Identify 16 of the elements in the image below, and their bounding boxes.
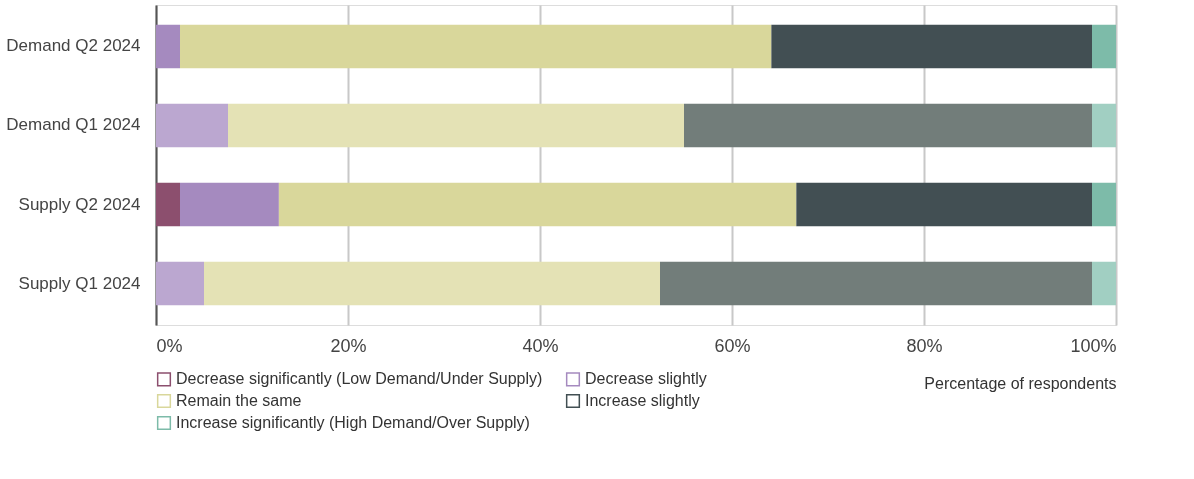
x-tick-label: 40% (522, 335, 559, 356)
y-tick-label: Demand Q2 2024 (6, 36, 141, 56)
legend-label: Increase slightly (585, 392, 700, 409)
y-tick-label: Demand Q1 2024 (6, 115, 141, 135)
y-tick-label: Supply Q1 2024 (18, 273, 141, 293)
x-tick-label: 60% (714, 335, 751, 356)
legend-label: Decrease slightly (585, 370, 707, 388)
legend-label: Increase significantly (High Demand/Over Supply) (176, 414, 530, 431)
x-tick-label: 20% (330, 335, 367, 356)
y-tick-label: Supply Q2 2024 (18, 194, 141, 214)
x-axis-title: Percentage of respondents (924, 374, 1117, 392)
x-tick-label: 0% (156, 335, 183, 356)
x-tick-label: 80% (906, 335, 943, 356)
x-tick-label: 100% (1070, 335, 1117, 356)
legend-label: Decrease significantly (Low Demand/Under Supply) (176, 370, 543, 388)
legend-label: Remain the same (176, 392, 302, 409)
